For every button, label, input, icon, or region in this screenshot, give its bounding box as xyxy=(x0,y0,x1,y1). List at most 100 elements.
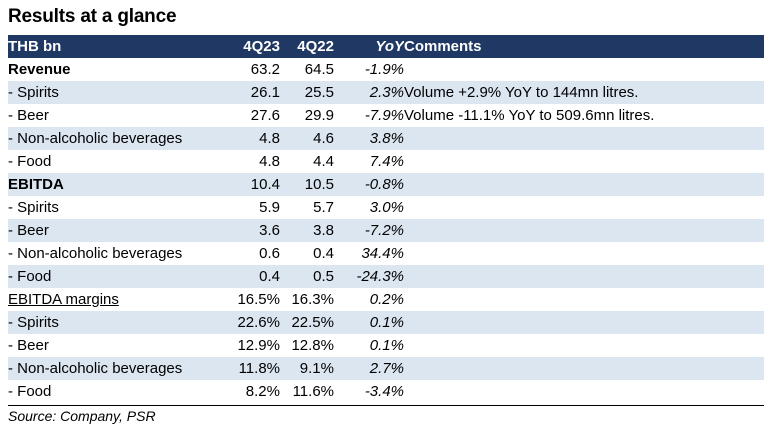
table-row: Revenue 63.2 64.5 -1.9% xyxy=(8,58,764,81)
value-4q22: 0.4 xyxy=(313,245,334,262)
row-comment xyxy=(404,265,764,288)
row-label: - Non-alcoholic beverages xyxy=(8,130,183,147)
value-4q23: 0.4 xyxy=(259,268,280,285)
value-4q23: 4.8 xyxy=(259,130,280,147)
value-4q23: 22.6% xyxy=(237,314,280,331)
value-yoy: -7.2% xyxy=(364,222,404,239)
row-label-text: EBITDA margins xyxy=(8,291,119,308)
value-4q22: 0.5 xyxy=(313,268,334,285)
row-comment xyxy=(404,242,764,265)
value-yoy: -7.9% xyxy=(364,107,404,124)
header-yoy: YoY xyxy=(375,38,404,55)
value-4q23: 4.8 xyxy=(259,153,280,170)
value-4q23: 27.6 xyxy=(250,107,280,124)
value-4q23: 11.8% xyxy=(238,360,280,377)
page-title: Results at a glance xyxy=(8,6,177,27)
value-yoy: 0.2% xyxy=(369,291,404,308)
value-yoy: 7.4% xyxy=(369,153,404,170)
row-comment xyxy=(404,288,764,311)
header-comments: Comments xyxy=(404,38,482,55)
value-4q22: 64.5 xyxy=(304,61,334,78)
value-4q23: 63.2 xyxy=(250,61,280,78)
row-comment: Volume -11.1% YoY to 509.6mn litres. xyxy=(404,107,655,124)
row-label: - Beer xyxy=(8,107,49,124)
value-yoy: 0.1% xyxy=(369,314,404,331)
row-comment: Volume +2.9% YoY to 144mn litres. xyxy=(404,84,639,101)
results-table: THB bn 4Q23 4Q22 YoY Comments Revenue 63… xyxy=(8,35,764,403)
table-bottom-divider xyxy=(8,405,764,406)
header-4q22: 4Q22 xyxy=(297,38,334,55)
table-row: - Food 4.8 4.4 7.4% xyxy=(8,150,764,173)
row-comment xyxy=(404,173,764,196)
row-label: - Food xyxy=(8,383,52,400)
row-comment xyxy=(404,380,764,403)
table-row: - Non-alcoholic beverages 4.8 4.6 3.8% xyxy=(8,127,764,150)
value-4q22: 3.8 xyxy=(313,222,334,239)
row-label: - Food xyxy=(8,268,52,285)
table-row: - Beer 12.9% 12.8% 0.1% xyxy=(8,334,764,357)
table-row: - Beer 3.6 3.8 -7.2% xyxy=(8,219,764,242)
value-4q23: 16.5% xyxy=(237,291,280,308)
row-label: - Spirits xyxy=(8,84,59,101)
row-label: - Non-alcoholic beverages xyxy=(8,360,183,377)
row-comment xyxy=(404,311,764,334)
value-4q22: 22.5% xyxy=(291,314,334,331)
row-comment xyxy=(404,58,764,81)
value-4q22: 29.9 xyxy=(304,107,334,124)
value-4q23: 8.2% xyxy=(245,383,280,400)
value-4q23: 3.6 xyxy=(259,222,280,239)
value-4q22: 10.5 xyxy=(304,176,334,193)
value-4q22: 12.8% xyxy=(291,337,334,354)
value-4q22: 4.4 xyxy=(313,153,334,170)
row-label: Revenue xyxy=(8,61,71,78)
table-row: - Non-alcoholic beverages 0.6 0.4 34.4% xyxy=(8,242,764,265)
value-yoy: 2.7% xyxy=(369,360,404,377)
table-row: - Spirits 22.6% 22.5% 0.1% xyxy=(8,311,764,334)
row-label: - Food xyxy=(8,153,52,170)
row-comment xyxy=(404,127,764,150)
row-comment xyxy=(404,150,764,173)
value-yoy: 3.0% xyxy=(369,199,404,216)
header-4q23: 4Q23 xyxy=(243,38,280,55)
row-label: EBITDA xyxy=(8,176,64,193)
value-yoy: 34.4% xyxy=(361,245,404,262)
row-comment xyxy=(404,357,764,380)
table-row: - Spirits 5.9 5.7 3.0% xyxy=(8,196,764,219)
value-yoy: 0.1% xyxy=(369,337,404,354)
table-row: - Spirits 26.1 25.5 2.3% Volume +2.9% Yo… xyxy=(8,81,764,104)
row-label: - Beer xyxy=(8,337,49,354)
value-yoy: -0.8% xyxy=(364,176,404,193)
value-4q23: 5.9 xyxy=(259,199,280,216)
value-4q23: 12.9% xyxy=(237,337,280,354)
value-yoy: -24.3% xyxy=(356,268,404,285)
row-comment xyxy=(404,196,764,219)
row-label: EBITDA margins xyxy=(8,288,226,311)
row-comment xyxy=(404,219,764,242)
table-row: - Food 0.4 0.5 -24.3% xyxy=(8,265,764,288)
table-header-row: THB bn 4Q23 4Q22 YoY Comments xyxy=(8,35,764,58)
value-4q22: 25.5 xyxy=(304,84,334,101)
table-row: - Non-alcoholic beverages 11.8% 9.1% 2.7… xyxy=(8,357,764,380)
header-label: THB bn xyxy=(8,38,62,55)
value-yoy: -1.9% xyxy=(364,61,404,78)
row-label: - Spirits xyxy=(8,199,59,216)
row-label: - Non-alcoholic beverages xyxy=(8,245,183,262)
value-4q22: 11.6% xyxy=(292,383,334,400)
table-row: - Beer 27.6 29.9 -7.9% Volume -11.1% YoY… xyxy=(8,104,764,127)
value-4q23: 10.4 xyxy=(250,176,280,193)
value-4q22: 9.1% xyxy=(299,360,334,377)
table-row: EBITDA margins 16.5% 16.3% 0.2% xyxy=(8,288,764,311)
value-4q22: 5.7 xyxy=(313,199,334,216)
value-yoy: 2.3% xyxy=(369,84,404,101)
value-yoy: 3.8% xyxy=(369,130,404,147)
value-yoy: -3.4% xyxy=(364,383,404,400)
value-4q22: 16.3% xyxy=(291,291,334,308)
row-label: - Spirits xyxy=(8,314,59,331)
row-comment xyxy=(404,334,764,357)
value-4q23: 26.1 xyxy=(250,84,280,101)
table-row: EBITDA 10.4 10.5 -0.8% xyxy=(8,173,764,196)
source-note: Source: Company, PSR xyxy=(8,408,156,424)
table-row: - Food 8.2% 11.6% -3.4% xyxy=(8,380,764,403)
row-label: - Beer xyxy=(8,222,49,239)
value-4q22: 4.6 xyxy=(313,130,334,147)
